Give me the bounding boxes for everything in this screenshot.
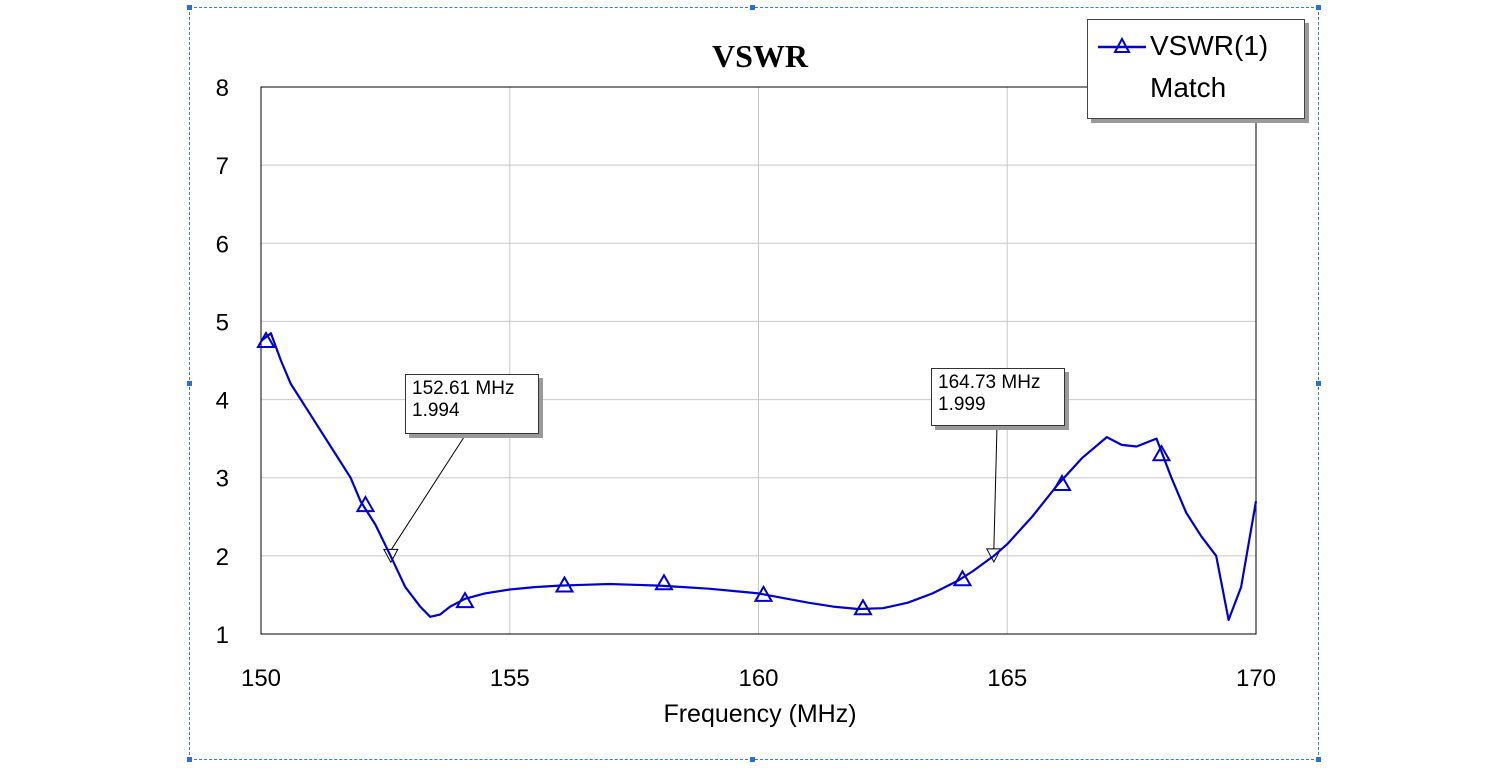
resize-handle[interactable] xyxy=(187,381,192,386)
legend-series-subtitle: Match xyxy=(1150,72,1227,103)
series-marker-triangle xyxy=(554,575,575,593)
series-marker-triangle xyxy=(952,569,973,587)
resize-handle[interactable] xyxy=(187,757,192,762)
marker-frequency: 164.73 MHz xyxy=(938,372,1041,393)
resize-handle[interactable] xyxy=(750,5,755,10)
marker-value: 1.994 xyxy=(412,400,460,421)
x-tick-label: 160 xyxy=(738,665,778,692)
series-marker-triangle xyxy=(1151,444,1172,462)
series-marker-triangle xyxy=(256,330,276,348)
marker-leader-line xyxy=(390,433,467,551)
y-tick-label: 3 xyxy=(216,466,229,493)
x-axis-label: Frequency (MHz) xyxy=(663,700,857,728)
y-tick-label: 6 xyxy=(216,231,229,258)
resize-handle[interactable] xyxy=(1316,381,1321,386)
series-marker-triangle xyxy=(1052,473,1072,491)
resize-handle[interactable] xyxy=(1316,757,1321,762)
y-tick-label: 8 xyxy=(216,75,229,102)
marker-leader-line xyxy=(993,425,998,550)
series-marker-triangle xyxy=(654,573,674,591)
legend-series-swatch xyxy=(1098,36,1146,53)
resize-handle[interactable] xyxy=(187,5,192,10)
legend[interactable]: VSWR(1) Match xyxy=(1087,19,1305,119)
series-marker-triangle xyxy=(853,598,873,616)
y-tick-label: 1 xyxy=(216,622,229,649)
chart-title: VSWR xyxy=(711,38,808,74)
y-tick-label: 5 xyxy=(216,309,229,336)
plot-area xyxy=(260,86,1257,635)
marker-annotation-2[interactable]: 164.73 MHz 1.999 xyxy=(931,368,1065,426)
y-tick-label: 7 xyxy=(216,153,229,180)
x-tick-label: 150 xyxy=(241,665,281,692)
y-tick-label: 4 xyxy=(216,388,229,415)
series-marker-triangle xyxy=(455,591,475,609)
series-line xyxy=(260,332,1258,622)
chart-frame[interactable] xyxy=(187,5,1321,762)
series-marker-triangle xyxy=(753,584,774,602)
y-tick-label: 2 xyxy=(216,544,229,571)
x-tick-label: 165 xyxy=(987,665,1027,692)
marker-annotation-1[interactable]: 152.61 MHz 1.994 xyxy=(405,374,539,434)
resize-handle[interactable] xyxy=(750,757,755,762)
resize-handle[interactable] xyxy=(1316,5,1321,10)
marker-frequency: 152.61 MHz xyxy=(412,378,515,399)
series-marker-triangle xyxy=(355,495,376,513)
x-tick-label: 170 xyxy=(1236,665,1276,692)
marker-value: 1.999 xyxy=(938,394,986,415)
legend-series-name: VSWR(1) xyxy=(1150,30,1269,61)
x-tick-label: 155 xyxy=(490,665,530,692)
